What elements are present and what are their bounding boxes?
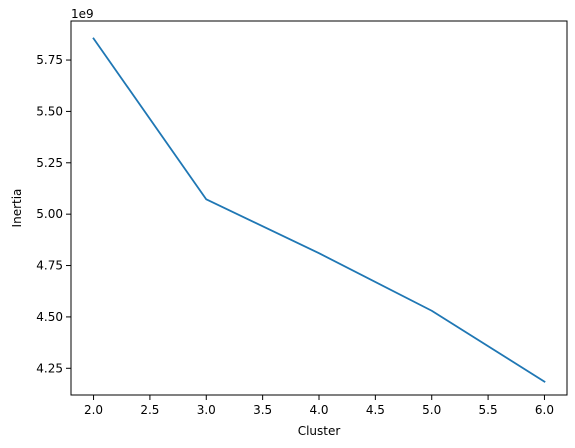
y-tick-label: 4.50 (36, 310, 63, 324)
x-tick-label: 3.5 (253, 403, 272, 417)
y-tick-label: 4.75 (36, 259, 63, 273)
y-tick-label: 5.50 (36, 104, 63, 118)
y-tick-label: 5.75 (36, 53, 63, 67)
x-tick-label: 2.0 (84, 403, 103, 417)
plot-frame (70, 20, 568, 396)
x-tick-label: 2.5 (140, 403, 159, 417)
x-tick-label: 3.0 (197, 403, 216, 417)
series-layer (92, 37, 546, 383)
x-axis-label: Cluster (298, 424, 341, 438)
x-tick-label: 4.5 (366, 403, 385, 417)
x-tick-label: 4.0 (309, 403, 328, 417)
plot-area (71, 21, 567, 395)
x-tick-label: 5.5 (479, 403, 498, 417)
y-axis-label: Inertia (10, 189, 24, 228)
y-tick-label: 5.00 (36, 207, 63, 221)
y-tick-label: 4.25 (36, 361, 63, 375)
x-tick-label: 5.0 (422, 403, 441, 417)
y-tick-label: 5.25 (36, 156, 63, 170)
y-axis-offset-label: 1e9 (71, 7, 94, 21)
x-tick-label: 6.0 (535, 403, 554, 417)
x-axis-ticks: 2.0 2.5 3.0 3.5 4.0 4.5 5.0 5.5 6.0 (84, 395, 554, 417)
series-line (92, 37, 546, 383)
y-axis-ticks: 4.25 4.50 4.75 5.00 5.25 5.50 5.75 (36, 53, 71, 375)
